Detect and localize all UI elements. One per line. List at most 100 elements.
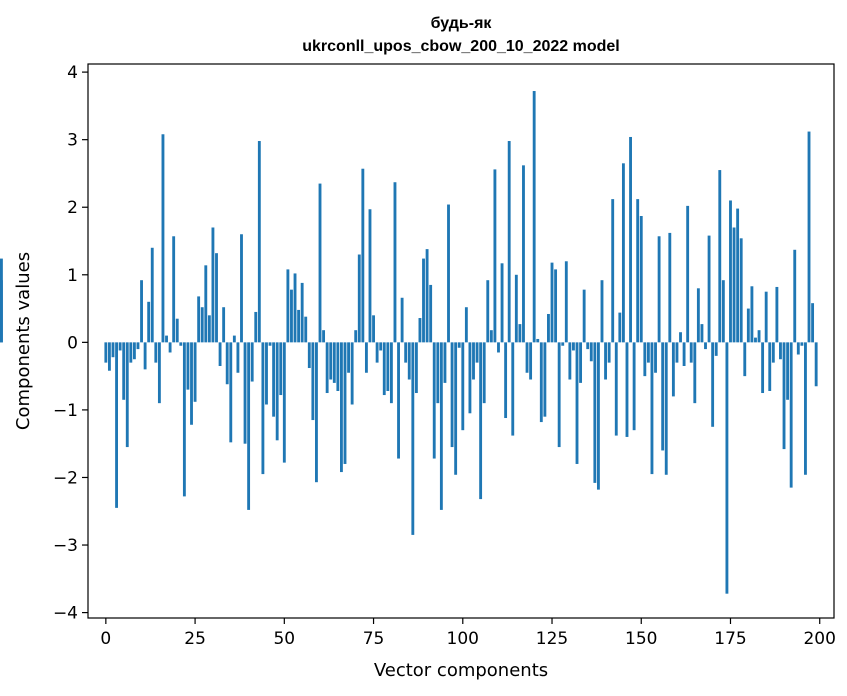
bar [104,342,108,363]
bar [315,342,318,483]
bar [275,342,279,441]
bar [257,141,261,343]
bar [482,342,486,404]
y-axis-label: Components values [13,252,34,430]
bar [564,261,568,343]
bar [107,342,111,371]
bar [807,131,811,343]
bar [222,307,226,343]
bar [771,342,775,363]
bar [607,342,611,363]
bar [754,337,757,343]
x-tick-label: 0 [100,629,111,649]
bar [536,338,540,343]
bar [668,232,672,343]
bar [779,342,782,360]
bar [372,315,375,343]
bar [136,342,140,350]
bar [814,342,818,387]
bar [265,342,268,405]
bar [557,342,561,448]
bar [675,342,679,363]
bar [561,342,565,346]
bar [693,342,697,404]
bar [225,342,229,385]
bar [354,330,358,343]
bar [293,273,297,343]
bar [589,342,593,362]
bar [793,249,797,343]
bar [400,297,404,343]
bar [796,342,800,355]
bar [696,288,700,343]
bar [572,342,575,351]
bar [182,342,186,497]
x-tick-label: 25 [184,629,206,649]
bar [443,342,447,383]
bar [361,168,365,343]
bar [682,342,686,366]
y-tick-label: 1 [67,266,78,286]
bar [447,204,450,343]
bar [636,199,640,343]
bar [282,342,286,463]
bar [439,342,443,510]
bar [165,335,168,343]
bar [407,342,411,380]
bar [618,312,622,343]
bar [486,280,490,343]
bar [629,136,632,343]
bar [186,342,190,390]
bar [379,342,383,351]
bar [368,209,372,343]
y-tick-label: 2 [67,198,78,218]
bar [761,342,765,394]
bar [518,324,522,343]
bar [129,342,133,363]
bar [529,342,533,380]
bar [568,342,572,380]
bar [147,301,151,343]
bar [472,342,475,380]
bar [168,342,172,353]
bar [350,342,354,405]
bar [436,342,440,404]
y-tick-label: −2 [53,468,78,488]
bar [507,141,511,343]
bar [475,342,479,363]
bar [489,330,493,343]
bar [736,208,740,343]
bar [782,342,786,450]
bar [646,342,650,363]
bar [582,289,586,343]
bar [547,313,550,343]
bar [172,236,176,343]
bar [318,183,322,343]
bar [322,330,326,343]
bar [179,342,183,346]
bar [746,308,750,343]
bar [150,247,154,343]
bar [200,307,204,343]
x-tick-label: 75 [363,629,385,649]
bar [229,342,233,443]
bar [347,342,350,373]
bar [768,342,772,391]
bar [115,342,118,508]
bar [579,342,583,383]
bar [211,227,215,343]
bar [671,342,675,397]
bar [418,318,422,343]
bar [279,342,283,396]
bar [479,342,483,500]
bar [664,342,668,475]
bar [514,274,518,343]
bar [343,342,347,464]
bar [454,342,458,475]
bar [525,342,529,373]
bar [464,307,468,343]
bar [268,342,272,346]
bar [125,342,129,448]
bar [586,342,590,350]
bar [718,170,722,343]
